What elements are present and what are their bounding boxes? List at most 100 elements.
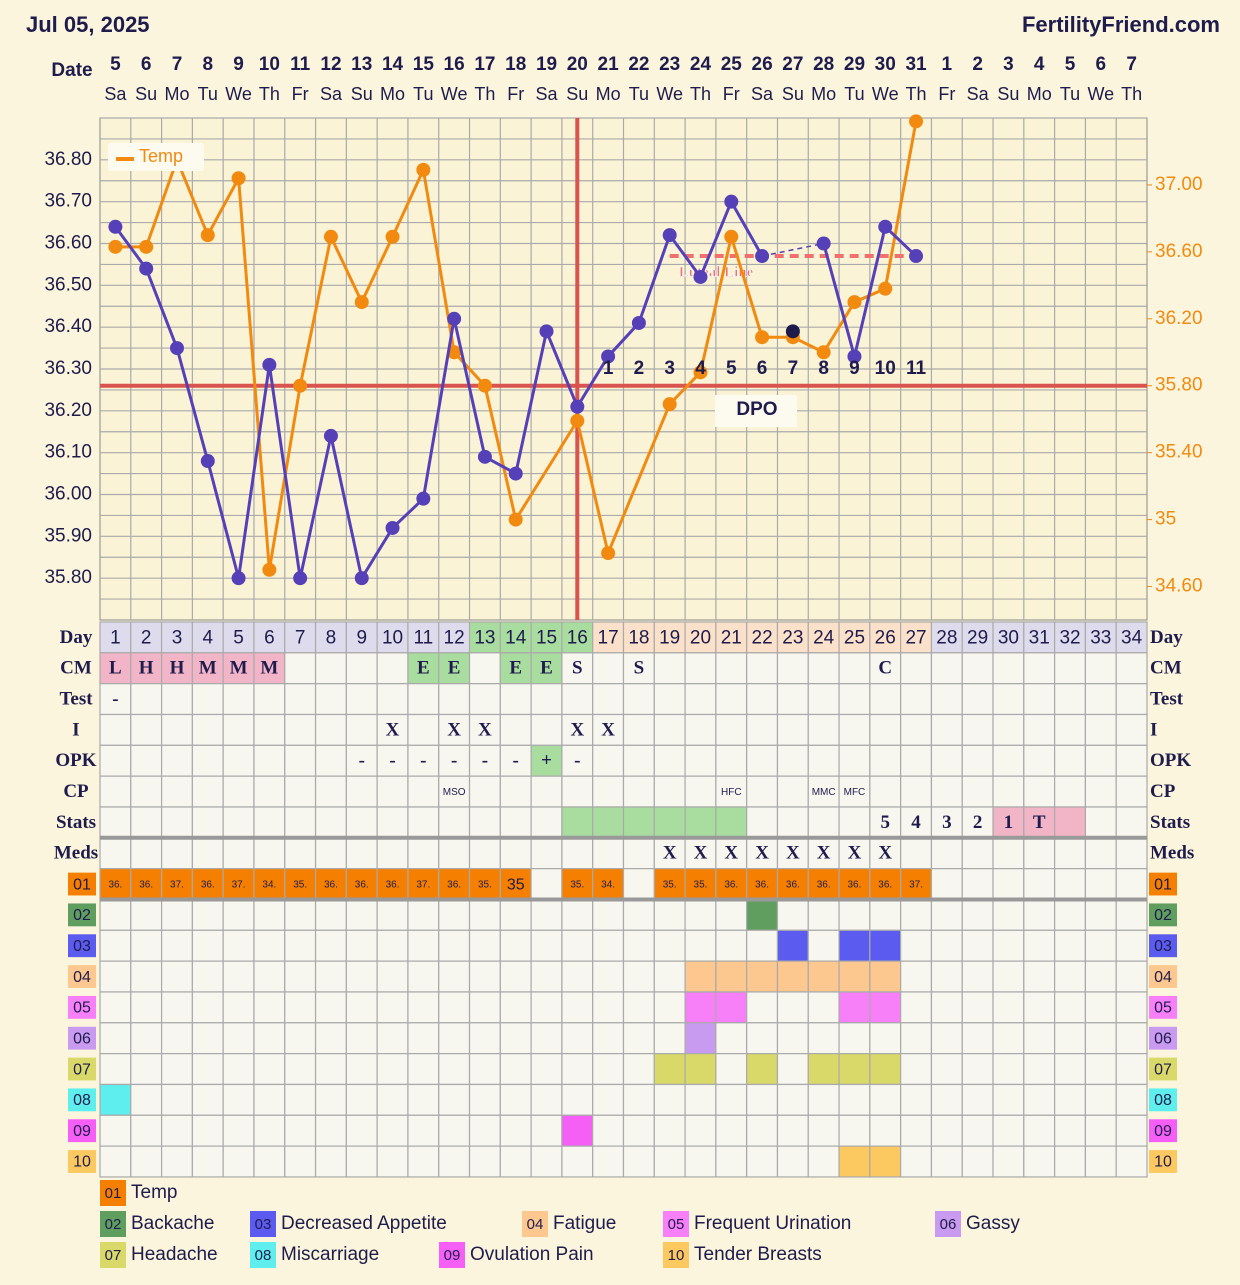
table-cell [653,713,686,746]
table-cell [130,1053,163,1086]
legend-code-box [935,1211,961,1237]
table-cell [1023,713,1056,746]
table-cell [1023,806,1056,839]
legend-name: Decreased Appetite [281,1213,447,1234]
dpo-number: 10 [875,358,896,379]
table-cell [561,1083,594,1116]
table-cell [622,775,655,808]
legend-code: 08 [255,1247,272,1264]
symptom-code-right: 09 [1154,1123,1172,1140]
temp-point [416,162,431,177]
dpo-number: 6 [757,358,768,379]
table-cell [345,1145,378,1178]
symptom-cell [222,868,255,901]
date-number: 8 [202,54,213,75]
y-tick-label: 36.80 [44,149,92,170]
table-cell [253,960,286,993]
weekday: We [872,84,899,104]
table-cell [1054,744,1087,777]
table-cell [807,898,840,931]
table-cell [438,744,471,777]
symptom-cell [838,868,871,901]
table-cell [468,1083,501,1116]
table-cell [130,1114,163,1147]
table-cell [653,1145,686,1178]
table-cell [345,991,378,1024]
y-tick-label: 36.10 [44,442,92,463]
table-cell [160,929,193,962]
date-number: 31 [905,54,927,75]
table-cell [438,806,471,839]
table-cell [530,1022,563,1055]
cell-text: MSO [443,787,466,798]
table-cell [838,683,871,716]
legend-name: Temp [131,1182,177,1203]
table-cell [684,775,717,808]
table-cell [1115,1083,1148,1116]
table-cell [376,929,409,962]
table-cell [253,929,286,962]
table-cell [407,1145,440,1178]
table-cell [838,1022,871,1055]
cell-text: - [359,750,365,771]
table-cell [746,806,779,839]
table-cell [314,806,347,839]
symptom-cell [807,960,840,993]
day-number: 22 [752,627,773,648]
table-cell [1023,744,1056,777]
table-cell [191,1022,224,1055]
weekday: Sa [751,84,774,104]
legend-code-box [250,1242,276,1268]
table-cell [130,960,163,993]
table-cell [961,960,994,993]
day-number: 18 [628,627,649,648]
table-cell [992,898,1025,931]
table-cell [653,652,686,685]
table-cell [99,960,132,993]
day-number: 16 [567,627,588,648]
table-cell [869,744,902,777]
table-cell [191,1053,224,1086]
table-cell [961,1083,994,1116]
cell-text: C [878,658,892,679]
table-cell [160,1022,193,1055]
table-cell [561,683,594,716]
table-cell [499,806,532,839]
table-cell [776,652,809,685]
date-number: 7 [172,54,183,75]
table-cell [930,1053,963,1086]
table-cell [1084,868,1117,901]
date-number: 20 [567,54,588,75]
day-number: 27 [905,627,926,648]
cell-text: E [509,658,522,679]
table-cell [961,1022,994,1055]
cell-text: 5 [881,812,891,833]
table-cell [191,775,224,808]
day-number: 29 [967,627,988,648]
table-cell [284,806,317,839]
table-cell [684,683,717,716]
symptom-text: 37. [170,880,184,891]
day-cell [1115,621,1148,654]
table-cell [407,991,440,1024]
table-cell [253,898,286,931]
table-cell [746,1083,779,1116]
weekday: We [225,84,252,104]
table-cell [592,1083,625,1116]
weekday: Tu [413,84,433,104]
symptom-code: 03 [73,938,91,955]
table-cell [376,775,409,808]
table-cell [499,1022,532,1055]
table-cell [992,991,1025,1024]
table-cell [376,652,409,685]
table-cell [530,960,563,993]
table-cell [222,1053,255,1086]
row-label-right: Day [1150,627,1183,648]
temp-point [508,466,523,481]
table-cell [992,1114,1025,1147]
date-number: 16 [444,54,465,75]
temp-point [847,349,862,364]
table-cell [653,929,686,962]
date-number: 7 [1126,54,1137,75]
table-cell [530,898,563,931]
